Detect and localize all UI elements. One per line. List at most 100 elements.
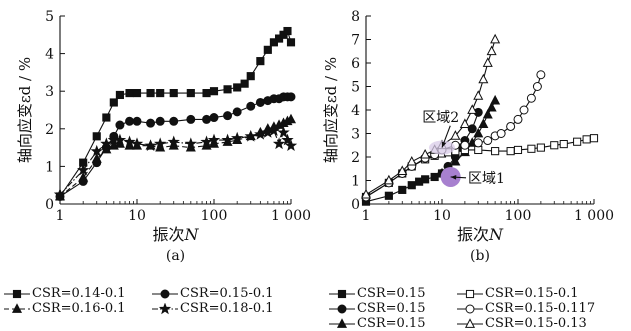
data-point <box>478 73 489 84</box>
data-point <box>115 90 124 100</box>
data-point <box>167 135 180 148</box>
data-point <box>459 118 470 128</box>
data-point <box>450 130 461 140</box>
data-point <box>532 82 542 91</box>
y-tick-label: 3 <box>45 84 54 100</box>
data-point <box>77 163 90 176</box>
legend-label: CSR=0.15-0.117 <box>485 301 596 316</box>
legend-label: CSR=0.15 <box>357 316 426 331</box>
data-point <box>536 70 546 80</box>
x-tick-label: 1 <box>362 208 371 224</box>
data-point <box>246 101 256 111</box>
data-point <box>246 72 255 81</box>
x-axis-title-var: N <box>184 225 200 244</box>
y-axis-title: 轴向应变εd / % <box>322 57 340 163</box>
data-point <box>582 135 591 144</box>
y-tick-label: 5 <box>351 80 360 96</box>
x-tick-label: 1 <box>56 208 65 224</box>
legend-item: CSR=0.14-0.1 <box>4 286 152 301</box>
legend-swatch-marker <box>337 304 347 314</box>
annotation-label: 区域1 <box>468 171 505 187</box>
data-point <box>132 116 142 126</box>
x-tick-label: 10 <box>128 208 146 224</box>
data-point <box>550 141 559 150</box>
data-point <box>513 114 523 124</box>
legend-swatch-marker <box>465 304 475 314</box>
data-point <box>244 129 257 142</box>
data-point <box>255 97 265 107</box>
data-point <box>254 127 267 140</box>
legend-swatch <box>152 289 178 299</box>
legend-item: CSR=0.15 <box>329 286 457 301</box>
data-point <box>223 85 232 94</box>
data-point <box>125 116 135 126</box>
data-point <box>186 89 195 98</box>
data-point <box>513 145 523 155</box>
data-point <box>460 140 470 150</box>
data-point <box>186 114 196 124</box>
data-point <box>450 156 461 166</box>
y-tick-label: 7 <box>351 33 360 49</box>
legend-swatch <box>329 318 355 328</box>
data-point <box>209 87 219 96</box>
legend-label: CSR=0.15-0.1 <box>180 286 274 301</box>
legend-item: CSR=0.15 <box>329 316 457 331</box>
data-point <box>473 127 484 138</box>
data-point <box>467 124 477 134</box>
legend-swatch <box>4 289 30 299</box>
data-point <box>277 126 290 138</box>
y-tick-label: 0 <box>45 197 54 213</box>
data-point <box>421 175 430 184</box>
x-tick-label: 100 <box>505 208 532 224</box>
data-point <box>478 118 489 128</box>
data-point <box>398 185 407 194</box>
data-point <box>467 104 478 114</box>
legend-row: CSR=0.15 CSR=0.15-0.117 <box>329 301 627 316</box>
series-0 <box>361 169 447 206</box>
data-point <box>420 148 431 159</box>
data-point <box>589 134 599 143</box>
data-point <box>473 90 484 100</box>
data-point <box>146 118 156 128</box>
data-point <box>490 33 501 44</box>
data-point <box>559 140 568 149</box>
legend-swatch-marker <box>336 318 348 328</box>
legend-item: CSR=0.15-0.117 <box>457 301 627 316</box>
legend-swatch-marker <box>160 289 170 299</box>
data-point <box>491 147 500 156</box>
data-point <box>231 131 244 144</box>
y-tick-label: 4 <box>351 103 360 119</box>
annotation-arrowhead <box>450 174 457 180</box>
legend-label: CSR=0.16-0.1 <box>32 301 126 316</box>
data-point <box>283 26 292 36</box>
panel-label: (a) <box>166 248 185 264</box>
data-point <box>473 138 483 148</box>
legend-swatch-marker <box>11 303 23 313</box>
annotation-label: 区域2 <box>422 110 459 126</box>
legend-swatch <box>457 318 483 328</box>
legend-label: CSR=0.14-0.1 <box>32 286 126 301</box>
y-tick-label: 1 <box>351 174 360 190</box>
y-tick-label: 3 <box>351 127 360 143</box>
data-point <box>397 165 408 175</box>
data-point <box>240 79 249 88</box>
data-point <box>207 133 221 146</box>
y-tick-label: 1 <box>45 159 54 175</box>
x-tick-label: 100 <box>201 208 228 224</box>
data-point <box>125 89 134 98</box>
data-point <box>232 107 242 117</box>
data-point <box>155 116 165 126</box>
data-point <box>202 114 212 124</box>
data-point <box>78 171 89 182</box>
data-point <box>202 89 211 98</box>
y-axis-title: 轴向应变εd / % <box>16 57 34 163</box>
data-point <box>519 105 529 115</box>
data-point <box>536 143 545 152</box>
data-point <box>573 137 582 146</box>
x-tick-label: 1 000 <box>574 208 614 224</box>
data-point <box>209 113 219 123</box>
data-point <box>526 93 536 103</box>
data-point <box>281 133 294 146</box>
